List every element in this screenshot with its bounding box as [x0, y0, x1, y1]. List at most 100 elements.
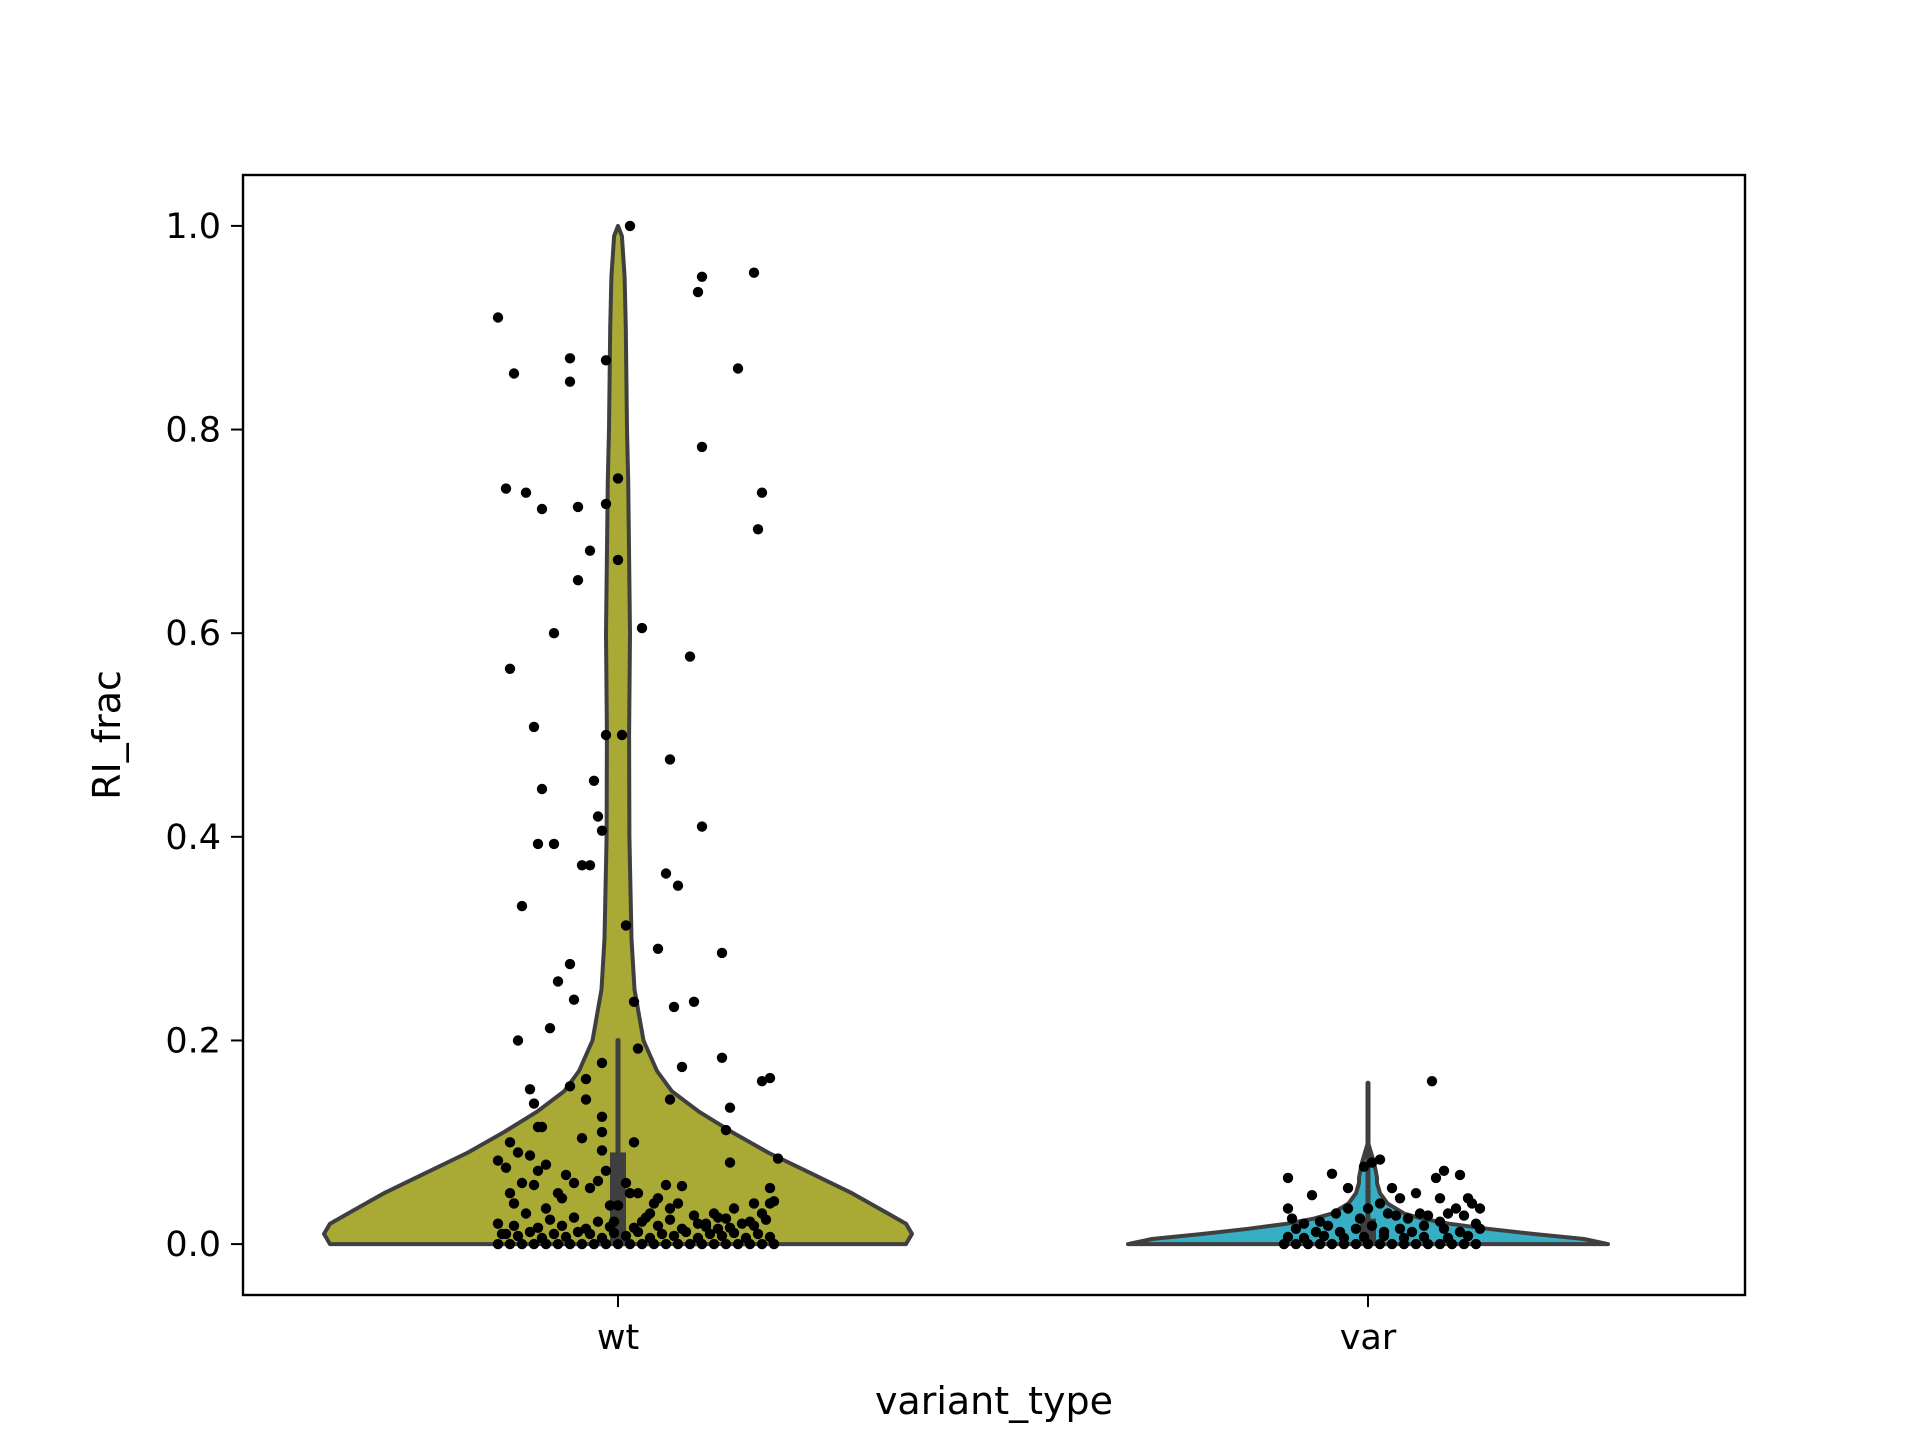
data-point-wt [748, 267, 760, 278]
data-point-var [1390, 1210, 1402, 1221]
data-point-var [1350, 1223, 1362, 1235]
data-point-var [1306, 1190, 1318, 1201]
data-point-wt [732, 1238, 744, 1250]
data-point-wt [760, 1214, 772, 1225]
data-point-var [1442, 1208, 1454, 1219]
y-tick-label: 0.4 [165, 818, 221, 858]
data-point-wt [508, 1198, 520, 1209]
data-point-wt [568, 1212, 580, 1223]
data-point-wt [648, 1198, 660, 1209]
data-point-wt [736, 1218, 748, 1229]
data-point-wt [748, 1198, 760, 1209]
data-point-wt [628, 1222, 640, 1234]
data-point-wt [708, 1238, 720, 1250]
data-point-wt [668, 1230, 680, 1242]
y-tick-label: 0.8 [165, 411, 221, 451]
data-point-wt [576, 1133, 588, 1144]
data-point-wt [576, 860, 588, 871]
data-point-var [1414, 1208, 1426, 1219]
data-point-wt [604, 1221, 616, 1233]
data-point-var [1430, 1172, 1442, 1184]
data-point-var [1354, 1213, 1366, 1224]
data-point-wt [524, 1084, 536, 1095]
data-point-wt [696, 271, 708, 282]
data-point-wt [612, 473, 624, 484]
data-point-var [1462, 1230, 1474, 1242]
data-point-wt [560, 1169, 572, 1181]
data-point-wt [696, 441, 708, 453]
data-point-var [1318, 1230, 1330, 1242]
data-point-var [1290, 1223, 1302, 1235]
data-point-wt [592, 1216, 604, 1227]
data-point-wt [592, 811, 604, 822]
data-point-var [1410, 1238, 1422, 1250]
data-point-wt [500, 1162, 512, 1173]
data-point-wt [592, 1175, 604, 1187]
data-point-wt [764, 1182, 776, 1194]
data-point-wt [572, 1226, 584, 1238]
data-point-wt [720, 1238, 732, 1250]
data-point-wt [716, 1052, 728, 1064]
data-point-wt [536, 1232, 548, 1244]
data-point-wt [720, 1213, 732, 1224]
data-point-wt [544, 1214, 556, 1225]
data-point-var [1330, 1208, 1342, 1219]
data-point-var [1362, 1203, 1374, 1214]
data-point-wt [628, 1137, 640, 1148]
data-point-wt [504, 1238, 516, 1250]
data-point-wt [564, 353, 576, 364]
data-point-var [1378, 1230, 1390, 1242]
data-point-wt [676, 1061, 688, 1073]
data-point-wt [492, 1218, 504, 1229]
data-point-wt [752, 1228, 764, 1240]
data-point-var [1454, 1169, 1466, 1181]
y-tick-label: 0.0 [165, 1225, 221, 1265]
data-point-wt [692, 286, 704, 298]
data-point-wt [764, 1231, 776, 1243]
data-point-wt [580, 1094, 592, 1105]
data-point-wt [640, 1212, 652, 1223]
data-point-wt [596, 1057, 608, 1069]
data-point-wt [688, 1210, 700, 1221]
data-point-wt [688, 996, 700, 1007]
data-point-var [1474, 1203, 1486, 1214]
data-point-wt [548, 838, 560, 850]
data-point-var [1386, 1182, 1398, 1194]
data-point-var [1326, 1238, 1338, 1250]
data-point-var [1434, 1193, 1446, 1204]
data-point-wt [716, 1230, 728, 1242]
data-point-wt [600, 1165, 612, 1177]
data-point-wt [672, 880, 684, 891]
data-point-wt [672, 1198, 684, 1209]
data-point-wt [572, 575, 584, 586]
x-tick-label-var: var [1340, 1318, 1397, 1358]
data-point-wt [724, 1222, 736, 1234]
data-point-wt [516, 900, 528, 912]
data-point-wt [504, 1137, 516, 1148]
data-point-wt [652, 1220, 664, 1232]
data-point-wt [624, 1238, 636, 1250]
data-point-wt [644, 1232, 656, 1244]
data-point-wt [524, 1226, 536, 1238]
data-point-wt [552, 976, 564, 987]
data-point-wt [540, 1159, 552, 1170]
data-point-wt [772, 1153, 784, 1164]
data-point-wt [748, 1220, 760, 1232]
data-point-var [1466, 1198, 1478, 1209]
data-point-wt [664, 1214, 676, 1225]
data-point-var [1418, 1231, 1430, 1243]
data-point-wt [528, 1098, 540, 1109]
data-point-var [1458, 1210, 1470, 1221]
data-point-wt [532, 838, 544, 850]
data-point-wt [740, 1232, 752, 1244]
data-point-wt [512, 1147, 524, 1158]
data-point-wt [520, 487, 532, 498]
data-point-wt [600, 729, 612, 741]
data-point-var [1394, 1193, 1406, 1204]
data-point-wt [692, 1218, 704, 1229]
data-point-wt [540, 1203, 552, 1214]
data-point-wt [752, 524, 764, 535]
data-point-wt [660, 1238, 672, 1250]
data-point-wt [564, 958, 576, 970]
